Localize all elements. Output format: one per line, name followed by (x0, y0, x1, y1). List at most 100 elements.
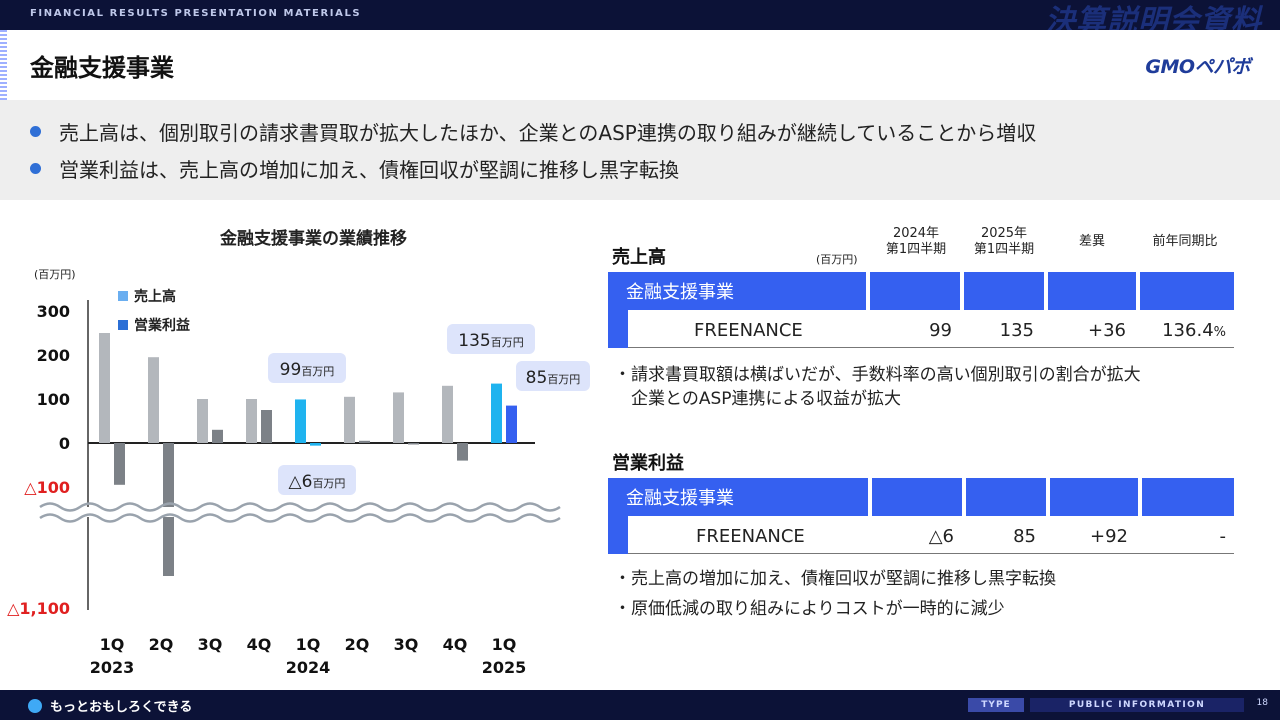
op-income-bar (212, 429, 223, 443)
revenue-bar (246, 399, 257, 443)
footer-tagline: もっとおもしろくできる (28, 696, 192, 715)
y-tick-label: 200 (37, 346, 70, 365)
cell-yoy: 136.4% (1128, 320, 1226, 341)
x-year-label: 2025 (482, 658, 527, 677)
y-tick-label: △100 (24, 478, 70, 497)
note-line: ・請求書買取額は横ばいだが、手数料率の高い個別取引の割合が拡大 (614, 365, 1141, 385)
column-header-yoy: 前年同期比 (1152, 234, 1218, 249)
note-line: ・原価低減の取り組みによりコストが一時的に減少 (614, 599, 1005, 619)
note-line: ・売上高の増加に加え、債権回収が堅調に推移し黒字転換 (614, 569, 1056, 589)
y-tick-label: 300 (37, 302, 70, 321)
op-income-bar (261, 410, 272, 443)
row-lead-bar (608, 515, 628, 554)
op-income-notes: ・売上高の増加に加え、債権回収が堅調に推移し黒字転換 ・原価低減の取り組みにより… (614, 567, 1056, 621)
op-income-bar (506, 405, 517, 443)
segment-cell (1048, 272, 1136, 310)
summary-text: 売上高は、個別取引の請求書買取が拡大したほか、企業とのASP連携の取り組みが継続… (59, 120, 1037, 145)
callout-revenue-2024-box (268, 353, 346, 383)
column-header-2024q1: 2024年 第1四半期 (885, 226, 947, 257)
axis-break-band (38, 507, 538, 517)
page-title: 金融支援事業 (30, 54, 174, 82)
revenue-bar (491, 383, 502, 443)
x-tick-label: 3Q (198, 635, 223, 654)
row-lead-bar (608, 309, 628, 348)
table-row: FREENANCE 99 135 +36 136.4% (608, 309, 1234, 348)
public-information-label: PUBLIC INFORMATION (1030, 698, 1244, 712)
revenue-bar (393, 392, 404, 443)
x-year-label: 2023 (90, 658, 135, 677)
slide-header: 金融支援事業 GMOペパボ (0, 30, 1280, 100)
callout-revenue-2025-text: 135百万円 (458, 331, 523, 351)
op-income-bar (114, 443, 125, 485)
op-income-section-title: 営業利益 (612, 453, 684, 474)
x-tick-label: 2Q (149, 635, 174, 654)
callout-op-income-2024-box (278, 465, 356, 495)
page-number: 18 (1256, 698, 1268, 708)
top-banner: FINANCIAL RESULTS PRESENTATION MATERIALS… (0, 0, 1280, 39)
chart-title: 金融支援事業の業績推移 (220, 229, 407, 249)
table-row: FREENANCE △6 85 +92 - (608, 515, 1234, 554)
x-tick-label: 1Q (492, 635, 517, 654)
legend-swatch (118, 291, 128, 301)
segment-label: 金融支援事業 (608, 478, 868, 516)
column-header-diff: 差異 (1078, 234, 1105, 249)
y-tick-label: 0 (59, 434, 70, 453)
revenue-bar (148, 357, 159, 443)
x-year-label: 2024 (286, 658, 331, 677)
speech-bubble-icon (28, 698, 42, 713)
x-tick-label: 1Q (100, 635, 125, 654)
axis-break-wave (39, 502, 561, 512)
table-segment-row: 金融支援事業 (608, 272, 1234, 310)
y-tick-label: 100 (37, 390, 70, 409)
segment-cell (964, 272, 1044, 310)
segment-cell (1142, 478, 1234, 516)
yoy-unit: % (1213, 325, 1226, 340)
table-unit-label: (百万円) (816, 253, 858, 266)
callout-revenue-2024-text: 99百万円 (280, 360, 335, 380)
cell-yoy: - (1219, 526, 1227, 547)
summary-item: 売上高は、個別取引の請求書買取が拡大したほか、企業とのASP連携の取り組みが継続… (30, 116, 1036, 146)
type-label: TYPE (968, 698, 1024, 712)
revenue-bar (295, 399, 306, 443)
row-name: FREENANCE (694, 320, 803, 341)
revenue-bar (442, 385, 453, 443)
x-tick-label: 3Q (394, 635, 419, 654)
column-header-2025q1: 2025年 第1四半期 (973, 226, 1035, 257)
company-logo: GMOペパボ (1145, 56, 1250, 78)
legend-item-revenue: 売上高 (118, 286, 176, 306)
performance-chart: 300 200 100 0 △100 △1,100 1Q 2Q 3Q 4Q 1Q 2Q 3Q 4Q 1Q 20… (7, 300, 590, 677)
bullet-dot-icon (30, 162, 41, 174)
axis-break-wave (39, 513, 561, 523)
note-line: 企業とのASP連携による収益が拡大 (614, 389, 901, 409)
revenue-notes: ・請求書買取額は横ばいだが、手数料率の高い個別取引の割合が拡大 企業とのASP連… (614, 363, 1141, 411)
revenue-bar (344, 396, 355, 443)
callout-revenue-2025-box (447, 324, 535, 354)
cell-2024q1: 99 (929, 320, 952, 341)
legend-swatch (118, 320, 128, 330)
legend-label: 売上高 (134, 289, 176, 305)
callout-op-income-2025-text: 85百万円 (526, 368, 581, 388)
summary-text: 営業利益は、売上高の増加に加え、債権回収が堅調に推移し黒字転換 (59, 157, 679, 182)
y-tick-label: △1,100 (7, 599, 70, 618)
revenue-table: 金融支援事業 FREENANCE 99 135 +36 136.4% (608, 272, 1234, 348)
cell-diff: +92 (1090, 526, 1128, 547)
segment-label: 金融支援事業 (608, 272, 866, 310)
cell-diff: +36 (1088, 320, 1126, 341)
table-segment-row: 金融支援事業 (608, 478, 1234, 516)
x-tick-label: 4Q (247, 635, 272, 654)
banner-subtitle: FINANCIAL RESULTS PRESENTATION MATERIALS (30, 8, 362, 19)
op-income-table: 金融支援事業 FREENANCE △6 85 +92 - (608, 478, 1234, 554)
op-income-bar (359, 440, 370, 443)
chart-unit-label: (百万円) (34, 268, 76, 281)
segment-cell (966, 478, 1046, 516)
segment-cell (1050, 478, 1138, 516)
bullet-dot-icon (30, 125, 41, 137)
cell-2024q1: △6 (928, 526, 954, 547)
op-income-bar (310, 443, 321, 446)
footer-bar: もっとおもしろくできる TYPE PUBLIC INFORMATION 18 (0, 690, 1280, 720)
op-income-bar (457, 443, 468, 461)
cell-2025q1: 135 (999, 320, 1034, 341)
legend-item-op-income: 営業利益 (118, 315, 190, 335)
segment-cell (1140, 272, 1234, 310)
op-income-bar (408, 443, 419, 445)
